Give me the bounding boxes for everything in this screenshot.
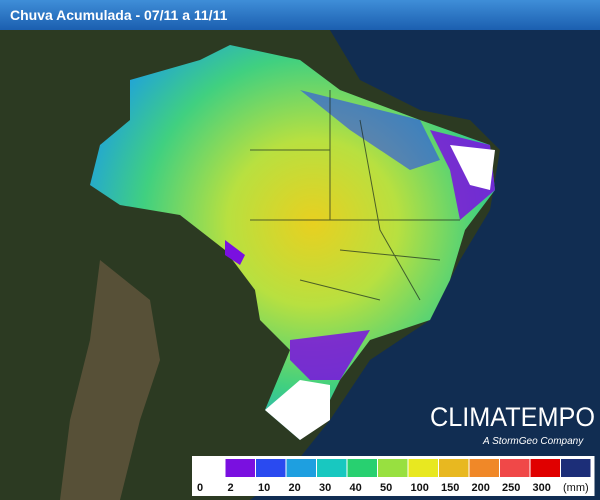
legend-label: 150: [441, 482, 459, 494]
legend-swatch: [286, 459, 316, 477]
legend-label: 10: [258, 482, 270, 494]
legend-swatch: [195, 459, 225, 477]
legend-label: 50: [380, 482, 392, 494]
legend-label: 300: [533, 482, 551, 494]
rain-west: [225, 240, 245, 265]
legend-label: 30: [319, 482, 331, 494]
legend-swatch: [317, 459, 347, 477]
legend-label: 250: [502, 482, 520, 494]
dry-south: [265, 380, 330, 440]
legend-label: 200: [472, 482, 490, 494]
legend-label: 0: [197, 482, 203, 494]
title-bar: [0, 0, 600, 30]
andes: [60, 260, 160, 500]
brand-name: CLIMATEMPO: [430, 402, 595, 432]
rain-south: [290, 330, 370, 380]
legend-label: 2: [228, 482, 234, 494]
dry-northeast: [450, 145, 495, 190]
rain-north: [300, 90, 440, 170]
legend: 0 2 10 20 30 40 50 100 150 200 250 300 (mm): [192, 456, 595, 496]
legend-swatch: [225, 459, 255, 477]
legend-swatch: [378, 459, 408, 477]
legend-swatch: [530, 459, 560, 477]
legend-swatch: [347, 459, 377, 477]
legend-swatch: [408, 459, 438, 477]
brand-tagline: A StormGeo Company: [482, 436, 584, 447]
legend-label: 100: [411, 482, 429, 494]
legend-swatch: [439, 459, 469, 477]
legend-unit: (mm): [563, 482, 589, 494]
legend-swatch: [500, 459, 530, 477]
state-borders: [250, 90, 460, 301]
legend-swatch: [469, 459, 499, 477]
legend-label: 40: [350, 482, 362, 494]
legend-label: 20: [289, 482, 301, 494]
legend-swatch: [561, 459, 591, 477]
legend-swatch: [256, 459, 286, 477]
title: Chuva Acumulada - 07/11 a 11/11: [10, 7, 228, 23]
